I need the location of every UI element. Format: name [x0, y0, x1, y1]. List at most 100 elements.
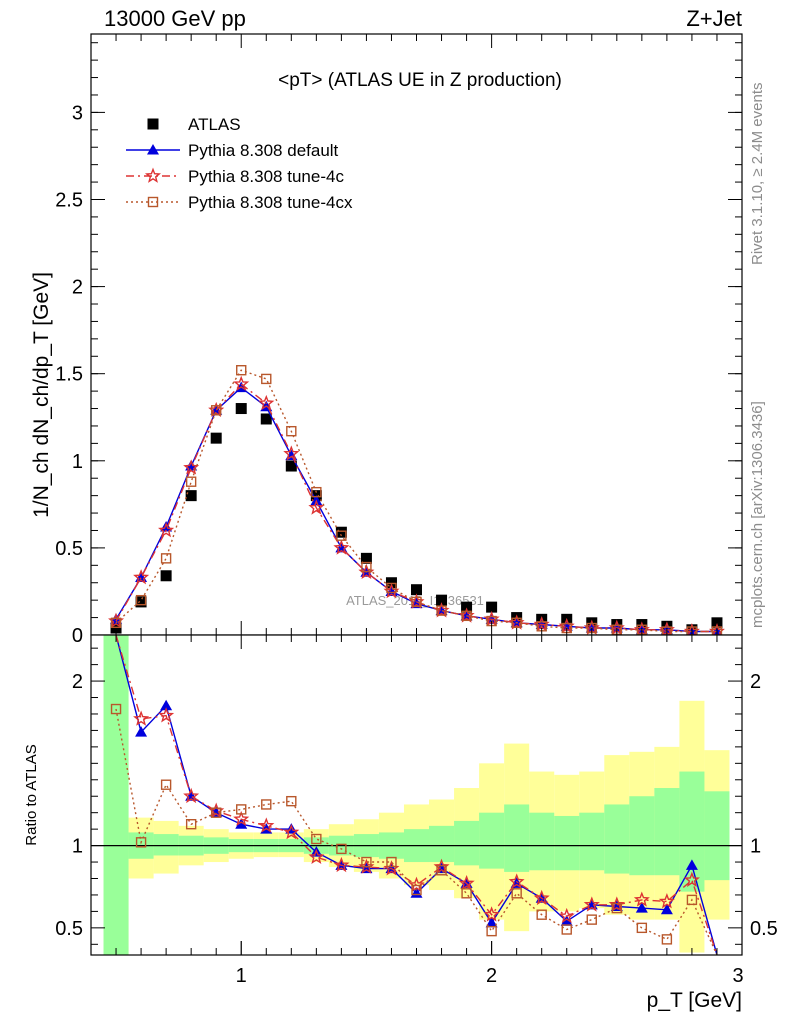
ratio-point-pythia-8-308-tune-4cx	[261, 799, 272, 810]
upper-point-pythia-8-308-tune-4cx	[386, 582, 397, 594]
upper-point-pythia-8-308-tune-4cx	[160, 553, 172, 564]
ratio-point-pythia-8-308-tune-4c	[158, 707, 175, 723]
ratio-point-pythia-8-308-tune-4cx	[135, 837, 147, 848]
header-process-label: 13000 GeV pp	[104, 6, 246, 31]
upper-point-atlas	[135, 596, 147, 608]
ratio-point-pythia-8-308-tune-4cx	[286, 795, 297, 807]
upper-point-atlas	[185, 490, 197, 502]
lower-y-tick-label: 2	[72, 671, 83, 693]
upper-point-atlas	[486, 601, 498, 613]
upper-y-tick-label: 1.5	[55, 364, 83, 386]
stat-uncertainty-band	[454, 820, 480, 866]
upper-point-pythia-8-308-tune-4cx	[336, 530, 347, 541]
upper-point-pythia-8-308-tune-4cx	[411, 596, 422, 608]
upper-point-pythia-8-308-tune-4cx	[210, 405, 222, 416]
upper-y-tick-label: 0	[72, 625, 83, 647]
lower-y-tick-label-right: 2	[750, 671, 761, 693]
ratio-point-pythia-8-308-tune-4cx	[686, 894, 698, 906]
legend-marker-pythia-8-308-default	[147, 144, 159, 155]
ratio-point-pythia-8-308-tune-4c	[508, 873, 525, 889]
upper-point-atlas	[210, 432, 222, 444]
stat-uncertainty-band	[103, 635, 129, 955]
upper-y-tick-label: 3	[72, 102, 83, 124]
ratio-point-pythia-8-308-tune-4c	[183, 787, 200, 804]
upper-point-pythia-8-308-tune-4cx	[261, 373, 272, 385]
stat-uncertainty-band	[429, 825, 455, 863]
ratio-point-pythia-8-308-tune-4c	[258, 817, 275, 833]
stat-uncertainty-band	[554, 815, 580, 871]
ratio-point-pythia-8-308-tune-4c	[308, 848, 325, 865]
stat-uncertainty-band	[679, 771, 705, 892]
x-tick-label: 3	[732, 965, 743, 987]
ratio-point-pythia-8-308-tune-4c	[233, 810, 250, 827]
upper-point-atlas	[235, 403, 247, 415]
upper-y-tick-label: 2	[72, 277, 83, 299]
ratio-point-pythia-8-308-tune-4cx	[110, 703, 122, 715]
upper-y-tick-label: 0.5	[55, 538, 83, 560]
upper-y-tick-label: 2.5	[55, 189, 83, 211]
upper-panel: ATLAS_2019_I173653100.511.522.53	[55, 33, 743, 647]
upper-point-atlas	[335, 526, 347, 538]
upper-point-atlas	[436, 594, 448, 606]
upper-point-atlas	[461, 601, 473, 613]
ratio-point-pythia-8-308-tune-4c	[458, 874, 475, 891]
upper-point-pythia-8-308-tune-4c	[333, 539, 350, 555]
ratio-point-pythia-8-308-default	[485, 916, 498, 928]
upper-point-pythia-8-308-tune-4c	[183, 459, 200, 475]
stat-uncertainty-band	[629, 796, 655, 876]
ratio-point-pythia-8-308-tune-4cx	[611, 902, 623, 914]
upper-point-pythia-8-308-tune-4cx	[461, 610, 472, 622]
ratio-line-pythia-8-308-tune-4cx	[115, 708, 718, 956]
upper-point-pythia-8-308-tune-4cx	[361, 561, 372, 573]
stat-uncertainty-band	[579, 812, 605, 871]
upper-point-pythia-8-308-tune-4cx	[236, 365, 247, 376]
legend-label-pythia-8-308-tune-4cx: Pythia 8.308 tune-4cx	[188, 193, 353, 212]
ratio-point-pythia-8-308-default	[635, 902, 648, 913]
chart-title: <pT> (ATLAS UE in Z production)	[278, 70, 562, 91]
ratio-point-pythia-8-308-tune-4cx	[586, 914, 597, 925]
upper-y-tick-label: 1	[72, 451, 83, 473]
ratio-point-pythia-8-308-tune-4cx	[210, 807, 222, 818]
ratio-point-pythia-8-308-tune-4cx	[561, 924, 572, 935]
stat-uncertainty-band	[504, 804, 530, 872]
upper-point-atlas	[260, 413, 272, 425]
stat-uncertainty-band	[153, 834, 179, 856]
ratio-point-pythia-8-308-tune-4c	[133, 710, 150, 726]
ratio-point-pythia-8-308-tune-4cx	[361, 856, 372, 868]
ratio-point-pythia-8-308-tune-4cx	[486, 925, 497, 937]
upper-point-atlas	[711, 617, 723, 629]
upper-point-pythia-8-308-tune-4cx	[511, 617, 522, 629]
stat-uncertainty-band	[654, 788, 680, 876]
ratio-point-pythia-8-308-tune-4c	[483, 906, 500, 922]
upper-plot-area	[91, 34, 742, 635]
ratio-point-pythia-8-308-default	[660, 903, 673, 915]
lower-y-tick-label: 0.5	[55, 918, 83, 940]
ratio-point-pythia-8-308-tune-4cx	[311, 833, 322, 845]
ratio-point-pythia-8-308-tune-4c	[558, 907, 575, 924]
upper-point-atlas	[385, 577, 397, 589]
ratio-point-pythia-8-308-tune-4cx	[386, 856, 397, 868]
upper-point-atlas	[160, 570, 172, 582]
upper-point-atlas	[285, 460, 297, 472]
ratio-point-pythia-8-308-tune-4c	[433, 858, 450, 874]
ratio-point-pythia-8-308-tune-4c	[533, 889, 550, 906]
mcplots-source-label: mcplots.cern.ch [arXiv:1306.3436]	[749, 401, 766, 628]
upper-point-pythia-8-308-tune-4c	[308, 499, 325, 515]
lower-y-tick-label-right: 0.5	[750, 918, 778, 940]
ratio-point-pythia-8-308-tune-4cx	[661, 934, 673, 945]
lower-y-tick-label: 1	[72, 836, 83, 858]
ratio-point-pythia-8-308-tune-4cx	[536, 909, 547, 920]
upper-point-pythia-8-308-tune-4c	[133, 569, 150, 585]
ratio-point-pythia-8-308-default	[235, 818, 248, 829]
legend-label-pythia-8-308-tune-4c: Pythia 8.308 tune-4c	[188, 167, 344, 186]
stat-uncertainty-band	[704, 791, 730, 881]
upper-point-pythia-8-308-tune-4cx	[311, 486, 322, 498]
legend-label-atlas: ATLAS	[188, 115, 241, 134]
upper-point-pythia-8-308-tune-4c	[258, 394, 275, 411]
stat-uncertainty-band	[529, 812, 555, 871]
legend: ATLAS Pythia 8.308 default Pythia 8.308 tu…	[126, 115, 353, 212]
upper-point-pythia-8-308-tune-4c	[283, 445, 300, 461]
ratio-point-pythia-8-308-default	[135, 726, 148, 737]
header-analysis-label: Z+Jet	[686, 6, 742, 31]
